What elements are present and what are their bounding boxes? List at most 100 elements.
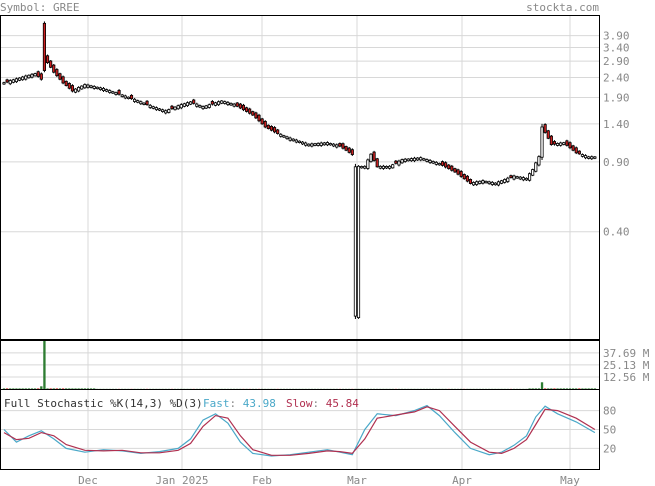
price-candle xyxy=(440,160,445,167)
candle-body xyxy=(437,163,441,166)
candle-body xyxy=(487,181,491,185)
price-candle xyxy=(344,145,348,152)
price-candle xyxy=(161,108,165,113)
price-candle xyxy=(98,86,102,91)
price-candle xyxy=(213,101,218,107)
price-candle xyxy=(487,180,491,185)
candle-body xyxy=(263,120,267,128)
candle-body xyxy=(294,139,298,143)
price-candle xyxy=(506,176,510,183)
price-candle xyxy=(456,168,460,176)
candle-body xyxy=(58,73,62,80)
volume-bar xyxy=(61,388,65,390)
candle-body xyxy=(226,101,230,106)
price-candle xyxy=(111,90,115,94)
price-candle xyxy=(391,163,395,169)
candle-body xyxy=(235,102,239,107)
candle-body xyxy=(465,175,469,182)
price-candle xyxy=(229,102,233,106)
volume-bar xyxy=(40,386,43,389)
price-candle xyxy=(70,84,74,93)
candle-body xyxy=(316,142,320,146)
candle-body xyxy=(17,77,22,81)
candle-body xyxy=(126,96,130,99)
price-candle xyxy=(587,155,591,160)
price-candle xyxy=(540,123,544,160)
candle-body xyxy=(332,143,336,147)
price-candle xyxy=(33,72,37,77)
price-candle xyxy=(524,177,529,181)
stochastic-tick-label: 20 xyxy=(603,442,616,455)
candle-body xyxy=(30,73,34,78)
price-tick-label: 3.40 xyxy=(603,41,630,54)
candle-body xyxy=(86,84,90,88)
x-tick-label: Jan 2025 xyxy=(156,474,209,486)
price-candle xyxy=(363,165,367,170)
price-tick-label: 2.90 xyxy=(603,55,630,68)
candle-body xyxy=(64,80,68,86)
price-frame xyxy=(0,15,600,340)
candle-body xyxy=(42,22,46,71)
candle-body xyxy=(129,94,134,100)
stochastic-grid xyxy=(1,390,599,469)
candle-body xyxy=(98,87,102,91)
price-candle xyxy=(204,104,208,110)
candle-body xyxy=(241,104,246,111)
price-candle xyxy=(562,141,566,146)
price-candle xyxy=(335,143,339,149)
price-candle xyxy=(24,74,28,81)
candle-body xyxy=(577,150,581,155)
price-candle xyxy=(2,81,6,85)
price-candle xyxy=(8,79,12,86)
candle-body xyxy=(444,162,448,168)
volume-bar xyxy=(528,388,531,390)
price-candle xyxy=(117,89,121,96)
candle-body xyxy=(524,177,529,181)
candle-body xyxy=(419,157,423,161)
candle-body xyxy=(148,104,152,108)
price-tick-label: 1.40 xyxy=(603,118,630,131)
candle-body xyxy=(319,142,323,146)
price-candle xyxy=(549,134,553,146)
candle-body xyxy=(245,107,249,112)
candle-body xyxy=(167,109,171,113)
price-candle xyxy=(151,105,155,110)
volume-bar xyxy=(590,388,593,390)
price-candle xyxy=(556,142,560,147)
price-candle xyxy=(14,77,19,83)
price-candle xyxy=(322,141,326,146)
candle-body xyxy=(388,165,392,169)
price-candle xyxy=(260,117,264,125)
candle-body xyxy=(369,153,373,163)
volume-tick-label: 37.69 M xyxy=(603,347,650,360)
volume-bar xyxy=(2,388,6,390)
price-candle xyxy=(30,73,34,79)
candle-body xyxy=(322,142,326,146)
price-candle xyxy=(394,160,398,165)
price-candle xyxy=(198,104,202,109)
price-candle xyxy=(332,143,336,148)
candle-body xyxy=(528,173,532,181)
price-grid xyxy=(1,16,599,339)
price-candle xyxy=(195,102,199,108)
price-candle xyxy=(77,86,81,93)
volume-bar xyxy=(89,388,93,390)
price-candle xyxy=(108,89,112,94)
price-candle xyxy=(207,103,211,109)
candle-body xyxy=(198,105,202,108)
price-candle xyxy=(238,102,242,110)
candle-body xyxy=(307,143,311,147)
candle-body xyxy=(207,104,211,108)
price-candle xyxy=(89,84,93,89)
price-candle xyxy=(574,146,578,155)
candle-body xyxy=(276,129,280,135)
price-candle xyxy=(447,164,451,170)
candle-body xyxy=(27,74,31,79)
candle-body xyxy=(384,166,389,169)
candle-body xyxy=(568,142,572,149)
candle-body xyxy=(335,144,339,148)
price-candle xyxy=(217,100,221,106)
candle-body xyxy=(556,143,560,146)
volume-bar xyxy=(556,388,559,390)
